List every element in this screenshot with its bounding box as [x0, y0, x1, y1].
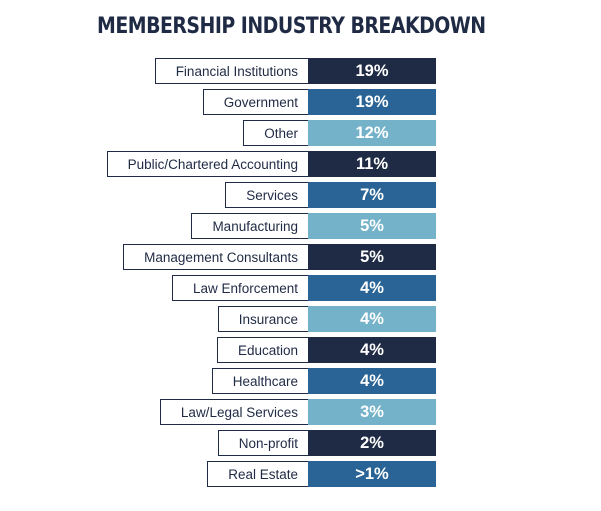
- chart-row: Services 7%: [0, 182, 601, 208]
- value-bar: 7%: [308, 182, 436, 208]
- value-label: 4%: [360, 278, 384, 297]
- category-label: Insurance: [218, 306, 309, 332]
- category-label-text: Real Estate: [228, 466, 298, 482]
- chart-row: Insurance 4%: [0, 306, 601, 332]
- category-label: Real Estate: [207, 461, 309, 487]
- value-bar: 5%: [308, 213, 436, 239]
- category-label-text: Law/Legal Services: [180, 404, 298, 420]
- value-bar: 4%: [308, 337, 436, 363]
- chart-row: Education 4%: [0, 337, 601, 363]
- value-label: 11%: [355, 154, 389, 173]
- chart-row: Non-profit 2%: [0, 430, 601, 456]
- value-label: 4%: [360, 309, 384, 328]
- category-label: Management Consultants: [123, 244, 309, 270]
- value-bar: 3%: [308, 399, 436, 425]
- value-bar: 12%: [308, 120, 436, 146]
- category-label-text: Manufacturing: [212, 218, 298, 234]
- value-bar: 19%: [308, 89, 436, 115]
- chart-row: Law/Legal Services 3%: [0, 399, 601, 425]
- category-label-text: Financial Institutions: [175, 63, 298, 79]
- value-label: 19%: [355, 92, 389, 111]
- category-label: Education: [217, 337, 309, 363]
- category-label: Other: [243, 120, 309, 146]
- category-label-text: Healthcare: [232, 373, 298, 389]
- value-label: 2%: [360, 433, 384, 452]
- category-label-text: Other: [264, 125, 298, 141]
- value-bar: 5%: [308, 244, 436, 270]
- value-bar: 4%: [308, 275, 436, 301]
- value-label: 5%: [360, 247, 384, 266]
- category-label-text: Law Enforcement: [192, 280, 298, 296]
- chart-row: Healthcare 4%: [0, 368, 601, 394]
- value-bar: 2%: [308, 430, 436, 456]
- category-label: Non-profit: [218, 430, 309, 456]
- value-label: 3%: [360, 402, 384, 421]
- category-label-text: Management Consultants: [144, 249, 298, 265]
- value-bar: 4%: [308, 368, 436, 394]
- category-label-text: Services: [246, 187, 298, 203]
- category-label: Law/Legal Services: [160, 399, 309, 425]
- chart-row: Law Enforcement 4%: [0, 275, 601, 301]
- value-label: 4%: [360, 371, 384, 390]
- category-label: Public/Chartered Accounting: [107, 151, 309, 177]
- value-label: 5%: [360, 216, 384, 235]
- category-label: Financial Institutions: [155, 58, 309, 84]
- value-label: >1%: [355, 464, 389, 483]
- chart-row: Other 12%: [0, 120, 601, 146]
- chart-row: Manufacturing 5%: [0, 213, 601, 239]
- category-label: Manufacturing: [191, 213, 309, 239]
- value-label: 12%: [355, 123, 389, 142]
- category-label-text: Insurance: [238, 311, 298, 327]
- chart-row: Real Estate >1%: [0, 461, 601, 487]
- chart-row: Government 19%: [0, 89, 601, 115]
- category-label-text: Non-profit: [238, 435, 298, 451]
- category-label: Healthcare: [212, 368, 309, 394]
- value-bar: 11%: [308, 151, 436, 177]
- value-label: 4%: [360, 340, 384, 359]
- value-bar: 19%: [308, 58, 436, 84]
- value-label: 7%: [360, 185, 384, 204]
- category-label-text: Education: [237, 342, 298, 358]
- category-label: Government: [203, 89, 309, 115]
- chart-row: Public/Chartered Accounting 11%: [0, 151, 601, 177]
- chart-row: Financial Institutions 19%: [0, 58, 601, 84]
- chart-title: MEMBERSHIP INDUSTRY BREAKDOWN: [97, 14, 486, 39]
- value-bar: 4%: [308, 306, 436, 332]
- chart-row: Management Consultants 5%: [0, 244, 601, 270]
- category-label: Law Enforcement: [172, 275, 309, 301]
- category-label: Services: [225, 182, 309, 208]
- category-label-text: Government: [223, 94, 298, 110]
- value-bar: >1%: [308, 461, 436, 487]
- category-label-text: Public/Chartered Accounting: [127, 156, 298, 172]
- value-label: 19%: [355, 61, 389, 80]
